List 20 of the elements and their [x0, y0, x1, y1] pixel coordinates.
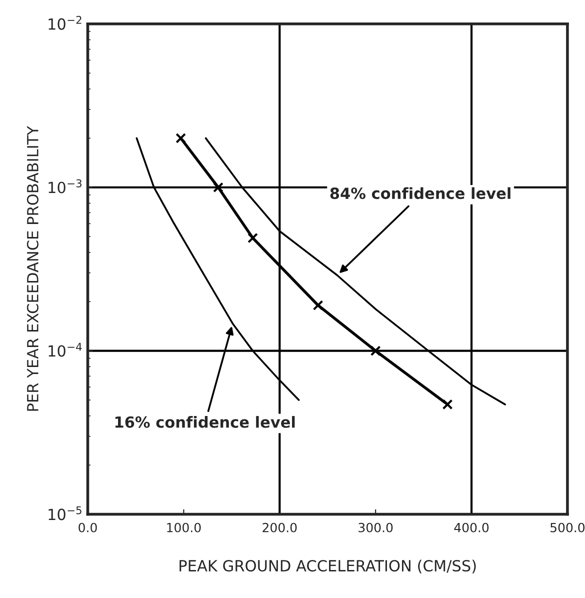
x-tick-label: 200.0: [262, 522, 297, 532]
x-tick-label: 300.0: [358, 522, 393, 532]
y-tick-label: 10$^{−5}$: [48, 506, 82, 520]
point: [370, 346, 381, 356]
point: [213, 182, 224, 193]
y-tick-label: 10$^{−2}$: [48, 16, 82, 30]
x-axis-title: PEAK GROUND ACCELERATION (CM/SS): [180, 560, 476, 574]
x-tick-label: 400.0: [454, 522, 489, 532]
y-tick-label: 10$^{−3}$: [48, 179, 82, 194]
annotation: 16% confidence level: [115, 416, 295, 428]
point: [248, 232, 258, 244]
x-tick-label: 100.0: [167, 522, 201, 532]
y-tick-label: 10$^{−4}$: [48, 342, 82, 357]
x-tick-label: 500.0: [550, 522, 585, 532]
y-axis-title: PER YEAR EXCEEDANCE PROBABILITY: [26, 126, 38, 411]
x-tick-label: 0.0: [78, 522, 97, 532]
point: [312, 300, 324, 310]
point: [442, 399, 453, 410]
point: [176, 132, 186, 144]
annotation: 84% confidence level: [330, 187, 510, 200]
